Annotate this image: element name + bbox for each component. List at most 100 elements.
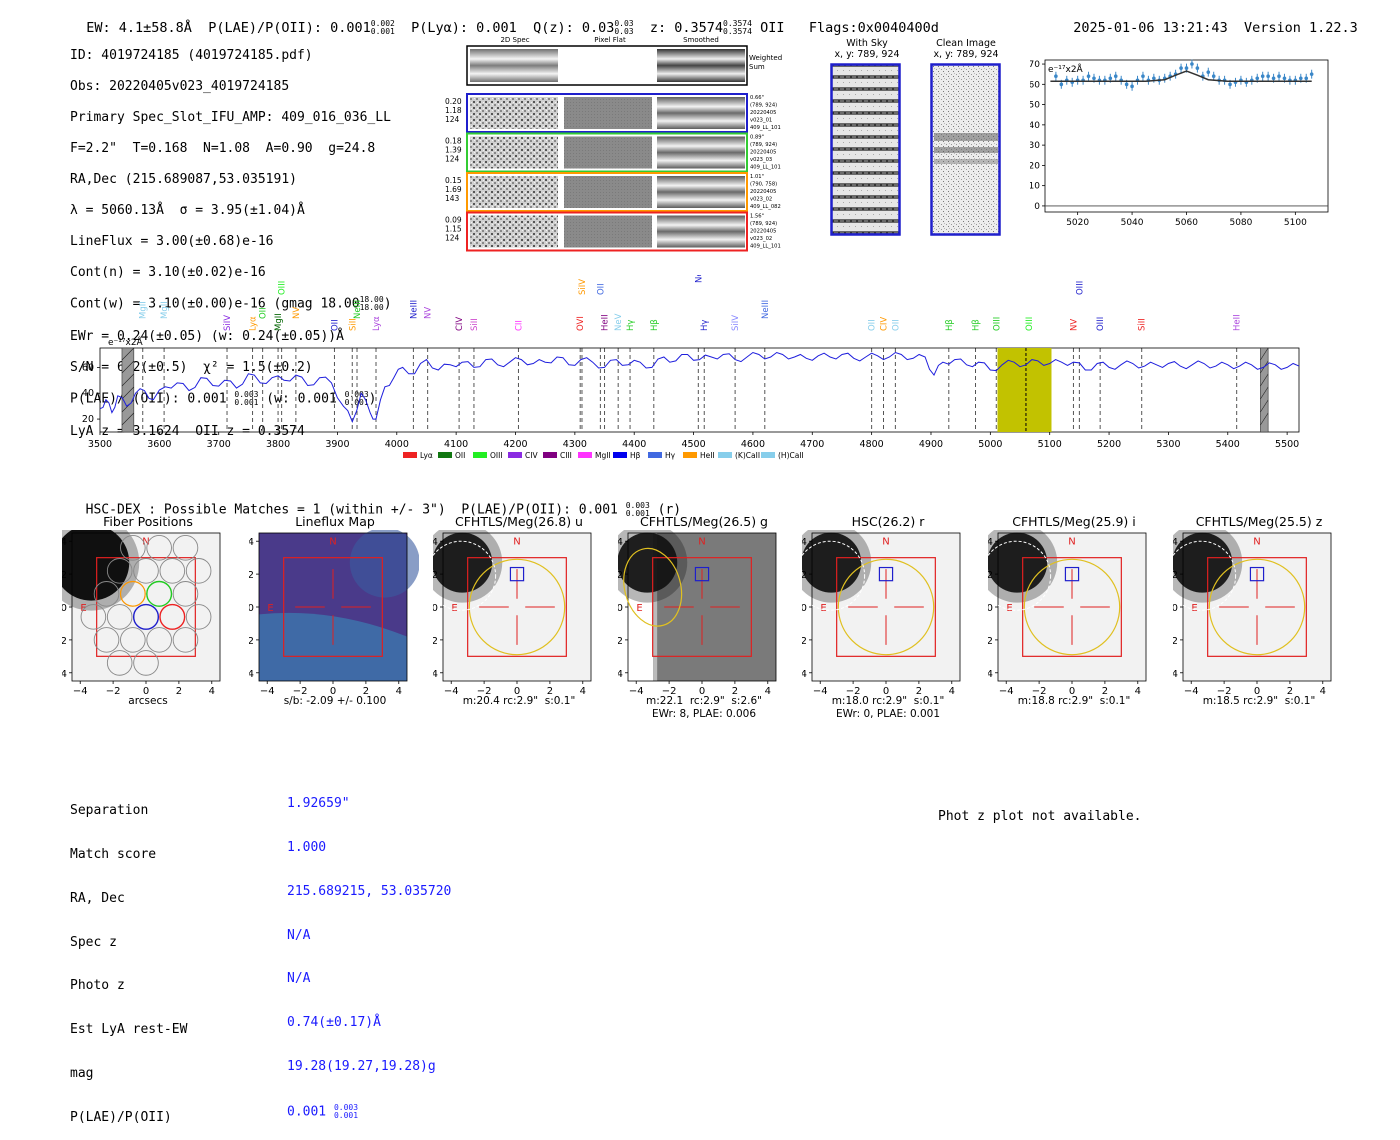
legend-swatch <box>543 452 557 458</box>
fiber-side-text: 0.89" <box>750 135 764 141</box>
aperture-circle <box>1208 558 1306 656</box>
masked-hatch <box>121 347 135 361</box>
lineflux-blob <box>259 612 407 681</box>
legend-swatch <box>438 452 452 458</box>
fiber-smoothed <box>657 176 745 208</box>
masked-hatch <box>121 373 135 387</box>
cut-xtick-label: 2 <box>363 686 369 697</box>
masked-hatch <box>121 386 135 400</box>
label-lya-ew: Est LyA rest-EW <box>70 1022 188 1038</box>
fiber-highlight <box>132 603 160 630</box>
cut-xtick-label: 4 <box>580 686 586 697</box>
fiber-side-text: 1.01" <box>750 174 764 180</box>
line-label: SiIV <box>223 315 233 331</box>
info-lineflux: LineFlux = 3.00(±0.68)e-16 <box>70 233 274 249</box>
cutout-image: −4 −2 0 2 4 4 2 0 −2 −4 N E <box>433 530 592 697</box>
cut-xtick-label: 0 <box>699 686 705 697</box>
zoom-data-point <box>1266 74 1270 79</box>
fiber-circle <box>120 535 146 561</box>
fiber-2dspec <box>470 176 558 208</box>
weighted-smoothed <box>657 49 745 82</box>
legend-swatch <box>508 452 522 458</box>
cut-ytick-label: 2 <box>802 570 807 581</box>
legend-label: Hβ <box>630 451 641 460</box>
legend-label: Hγ <box>665 451 676 460</box>
plae-value: P(LAE)/P(OII): 0.001 <box>208 20 371 36</box>
z-line: OII <box>760 20 785 36</box>
zoom-ytick-label: 30 <box>1030 141 1040 151</box>
spec-xtick-label: 4100 <box>444 439 468 450</box>
fiber-circle <box>133 650 159 676</box>
spec-xtick-label: 4900 <box>919 439 943 450</box>
fiber-num-n3: 124 <box>445 234 460 243</box>
value-separation: 1.92659" <box>287 796 350 812</box>
cutout-caption: s/b: -2.09 +/- 0.100 <box>283 695 387 707</box>
star-blob <box>618 532 678 593</box>
z-lo: 0.3574 <box>723 27 752 36</box>
fiber-side-text: v023_02 <box>750 197 772 203</box>
value-plae-hi: 0.003 <box>333 1102 359 1112</box>
zoom-ytick-label: 60 <box>1030 80 1040 90</box>
line-label: CIV <box>455 317 465 331</box>
info-plae-w-lo: 0.001 <box>344 398 369 407</box>
line-label: NeIII <box>694 275 704 283</box>
north-label: N <box>329 537 336 548</box>
cut-ytick-label: −2 <box>618 636 623 647</box>
cut-ytick-label: 4 <box>433 537 438 548</box>
hsc-dex-title: HSC-DEX : Possible Matches = 1 (within +… <box>85 502 618 518</box>
north-label: N <box>142 537 149 548</box>
fiber-circle <box>159 558 186 584</box>
cut-ytick-label: 2 <box>433 570 438 581</box>
cut-xtick-label: −4 <box>1184 686 1199 697</box>
hsc-plae-hi: 0.003 <box>625 501 650 510</box>
zoom-data-point <box>1195 66 1200 70</box>
cutout-caption-2: EWr: 8, PLAE: 0.006 <box>651 708 757 720</box>
hsc-band: (r) <box>657 502 682 518</box>
cutout-title: CFHTLS/Meg(25.9) i <box>1012 514 1136 529</box>
cut-xtick-label: −2 <box>293 686 308 697</box>
zoom-xtick-label: 5040 <box>1121 218 1144 228</box>
line-label: Hβ <box>972 319 982 331</box>
version: Version 1.22.3 <box>1243 20 1358 36</box>
plya-value: P(Lyα): 0.001 <box>411 20 517 36</box>
line-label: OIII <box>278 281 288 295</box>
z-value: z: 0.3574 <box>649 20 724 36</box>
east-label: E <box>1006 603 1012 614</box>
cut-xtick-label: 4 <box>1320 686 1326 697</box>
fiber-side-text: v023_03 <box>750 157 772 163</box>
spec-xtick-label: 4400 <box>622 439 646 450</box>
spec-xtick-label: 5100 <box>1038 439 1062 450</box>
highlight-band <box>997 348 1052 432</box>
cut-ytick-label: −2 <box>988 636 993 647</box>
aperture-box <box>1207 557 1307 657</box>
qz-value: Q(z): 0.03 <box>533 20 615 36</box>
label-match-score: Match score <box>70 846 157 862</box>
cut-xtick-label: 2 <box>547 686 553 697</box>
line-label: Hγ <box>700 320 710 331</box>
cut-xtick-label: 2 <box>1102 686 1108 697</box>
zoom-data-point <box>1228 82 1232 87</box>
label-mag: mag <box>70 1065 94 1081</box>
aperture-box <box>652 557 752 657</box>
line-label: CIV <box>880 317 890 331</box>
fiber-circle <box>146 535 172 561</box>
line-label: CII <box>514 320 524 331</box>
info-primary: Primary Spec_Slot_IFU_AMP: 409_016_036_L… <box>70 109 391 125</box>
cut-ytick-label: 4 <box>249 537 254 548</box>
masked-hatch <box>1260 412 1269 426</box>
zoom-xtick-label: 5080 <box>1229 218 1252 228</box>
zoom-data-point <box>1277 74 1281 79</box>
value-photo-z: N/A <box>287 971 311 987</box>
spectrum-data <box>99 351 1300 424</box>
line-label: NeIII <box>409 300 419 319</box>
fiber-side-text: v023_01 <box>750 118 772 124</box>
cut-ytick-label: 0 <box>1173 603 1178 614</box>
line-label: OIII <box>992 317 1002 331</box>
spec-xtick-label: 3800 <box>266 439 290 450</box>
spectrum-frame <box>99 347 1300 433</box>
line-label: Lyα <box>249 316 259 331</box>
cutout-panel: Lineflux Map −4 −2 0 2 4 4 2 0 −2 −4 N Es/b: -2.09 +… <box>249 512 427 732</box>
